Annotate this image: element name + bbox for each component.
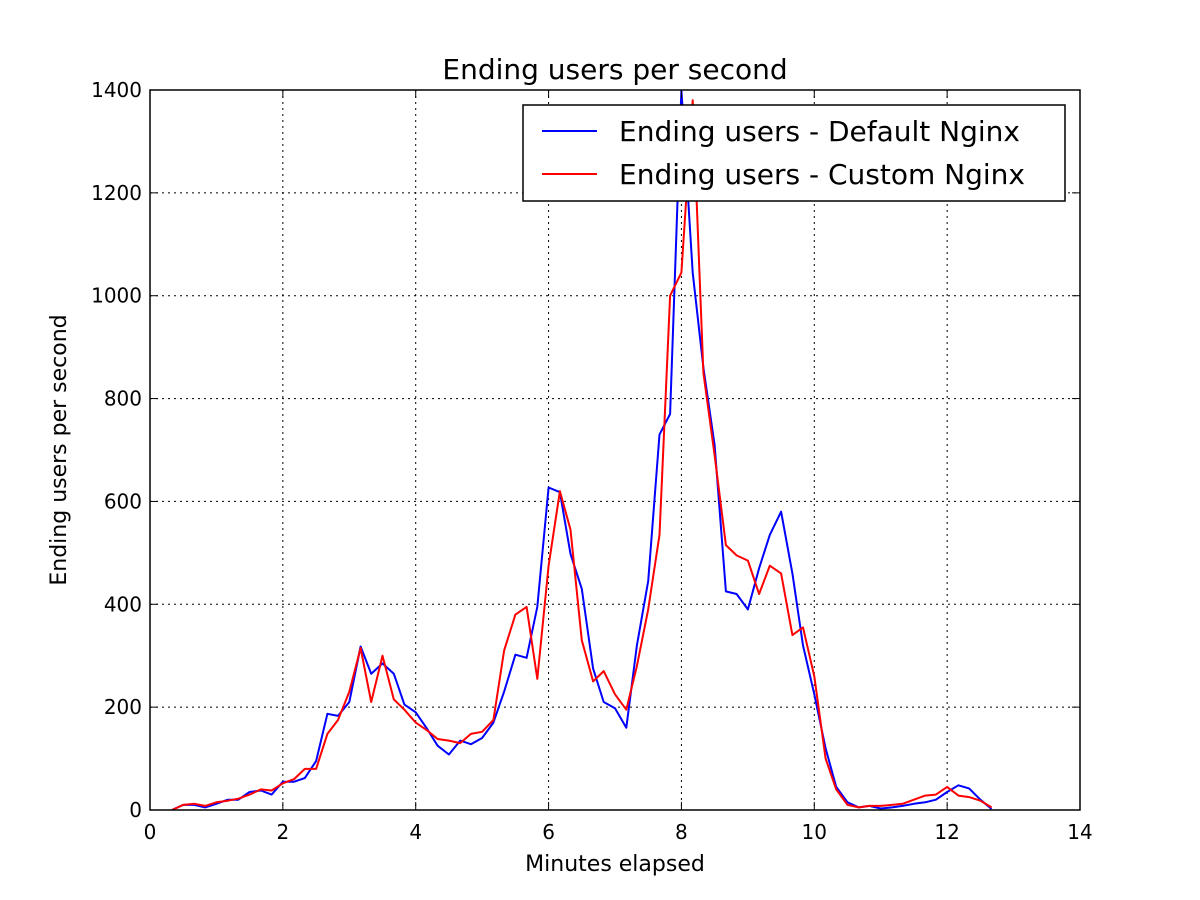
y-axis-title: Ending users per second: [47, 314, 72, 585]
x-tick-label: 6: [542, 820, 555, 844]
y-tick-label: 1400: [91, 78, 142, 102]
x-tick-label: 12: [934, 820, 959, 844]
plot-series: [171, 90, 993, 810]
legend-label-default-nginx: Ending users - Default Nginx: [619, 115, 1020, 148]
x-axis-tick-labels: 0 2 4 6 8 10 12 14: [144, 820, 1093, 844]
y-tick-label: 400: [104, 592, 142, 616]
legend: Ending users - Default Nginx Ending user…: [522, 104, 1066, 202]
series-line-custom-nginx: [171, 99, 993, 810]
y-tick-label: 200: [104, 695, 142, 719]
x-tick-label: 0: [144, 820, 157, 844]
plot-frame: [149, 89, 1081, 811]
x-tick-label: 8: [675, 820, 688, 844]
legend-label-custom-nginx: Ending users - Custom Nginx: [619, 158, 1025, 191]
y-tick-label: 1200: [91, 181, 142, 205]
y-axis-tick-labels: 0 200 400 600 800 1000 1200 1400: [91, 78, 142, 822]
legend-box: [522, 104, 1066, 202]
y-tick-label: 1000: [91, 284, 142, 308]
x-tick-label: 10: [802, 820, 827, 844]
y-tick-label: 600: [104, 489, 142, 513]
x-tick-label: 14: [1067, 820, 1092, 844]
x-tick-label: 2: [276, 820, 289, 844]
y-tick-label: 0: [129, 798, 142, 822]
y-tick-label: 800: [104, 387, 142, 411]
x-tick-label: 4: [409, 820, 422, 844]
axis-ticks: [149, 89, 1081, 811]
x-axis-title: Minutes elapsed: [525, 852, 705, 877]
chart-title: Ending users per second: [442, 53, 787, 86]
